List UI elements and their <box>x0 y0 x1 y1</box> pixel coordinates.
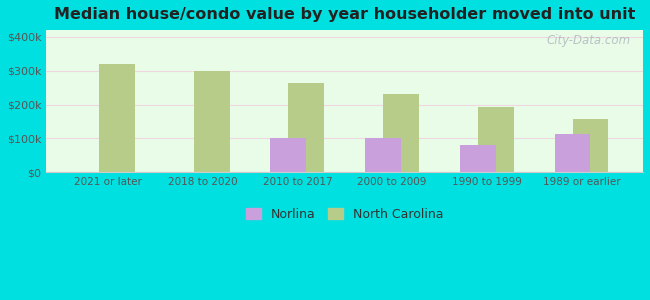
Bar <box>99 64 135 172</box>
Text: City-Data.com: City-Data.com <box>547 34 631 47</box>
Title: Median house/condo value by year householder moved into unit: Median house/condo value by year househo… <box>54 7 636 22</box>
Bar <box>478 107 514 172</box>
Bar <box>194 71 229 172</box>
Bar <box>554 134 590 172</box>
Bar <box>289 83 324 172</box>
Legend: Norlina, North Carolina: Norlina, North Carolina <box>241 203 448 226</box>
Bar <box>460 145 496 172</box>
Bar <box>383 94 419 172</box>
Bar <box>365 138 401 172</box>
Bar <box>270 138 306 172</box>
Bar <box>573 119 608 172</box>
